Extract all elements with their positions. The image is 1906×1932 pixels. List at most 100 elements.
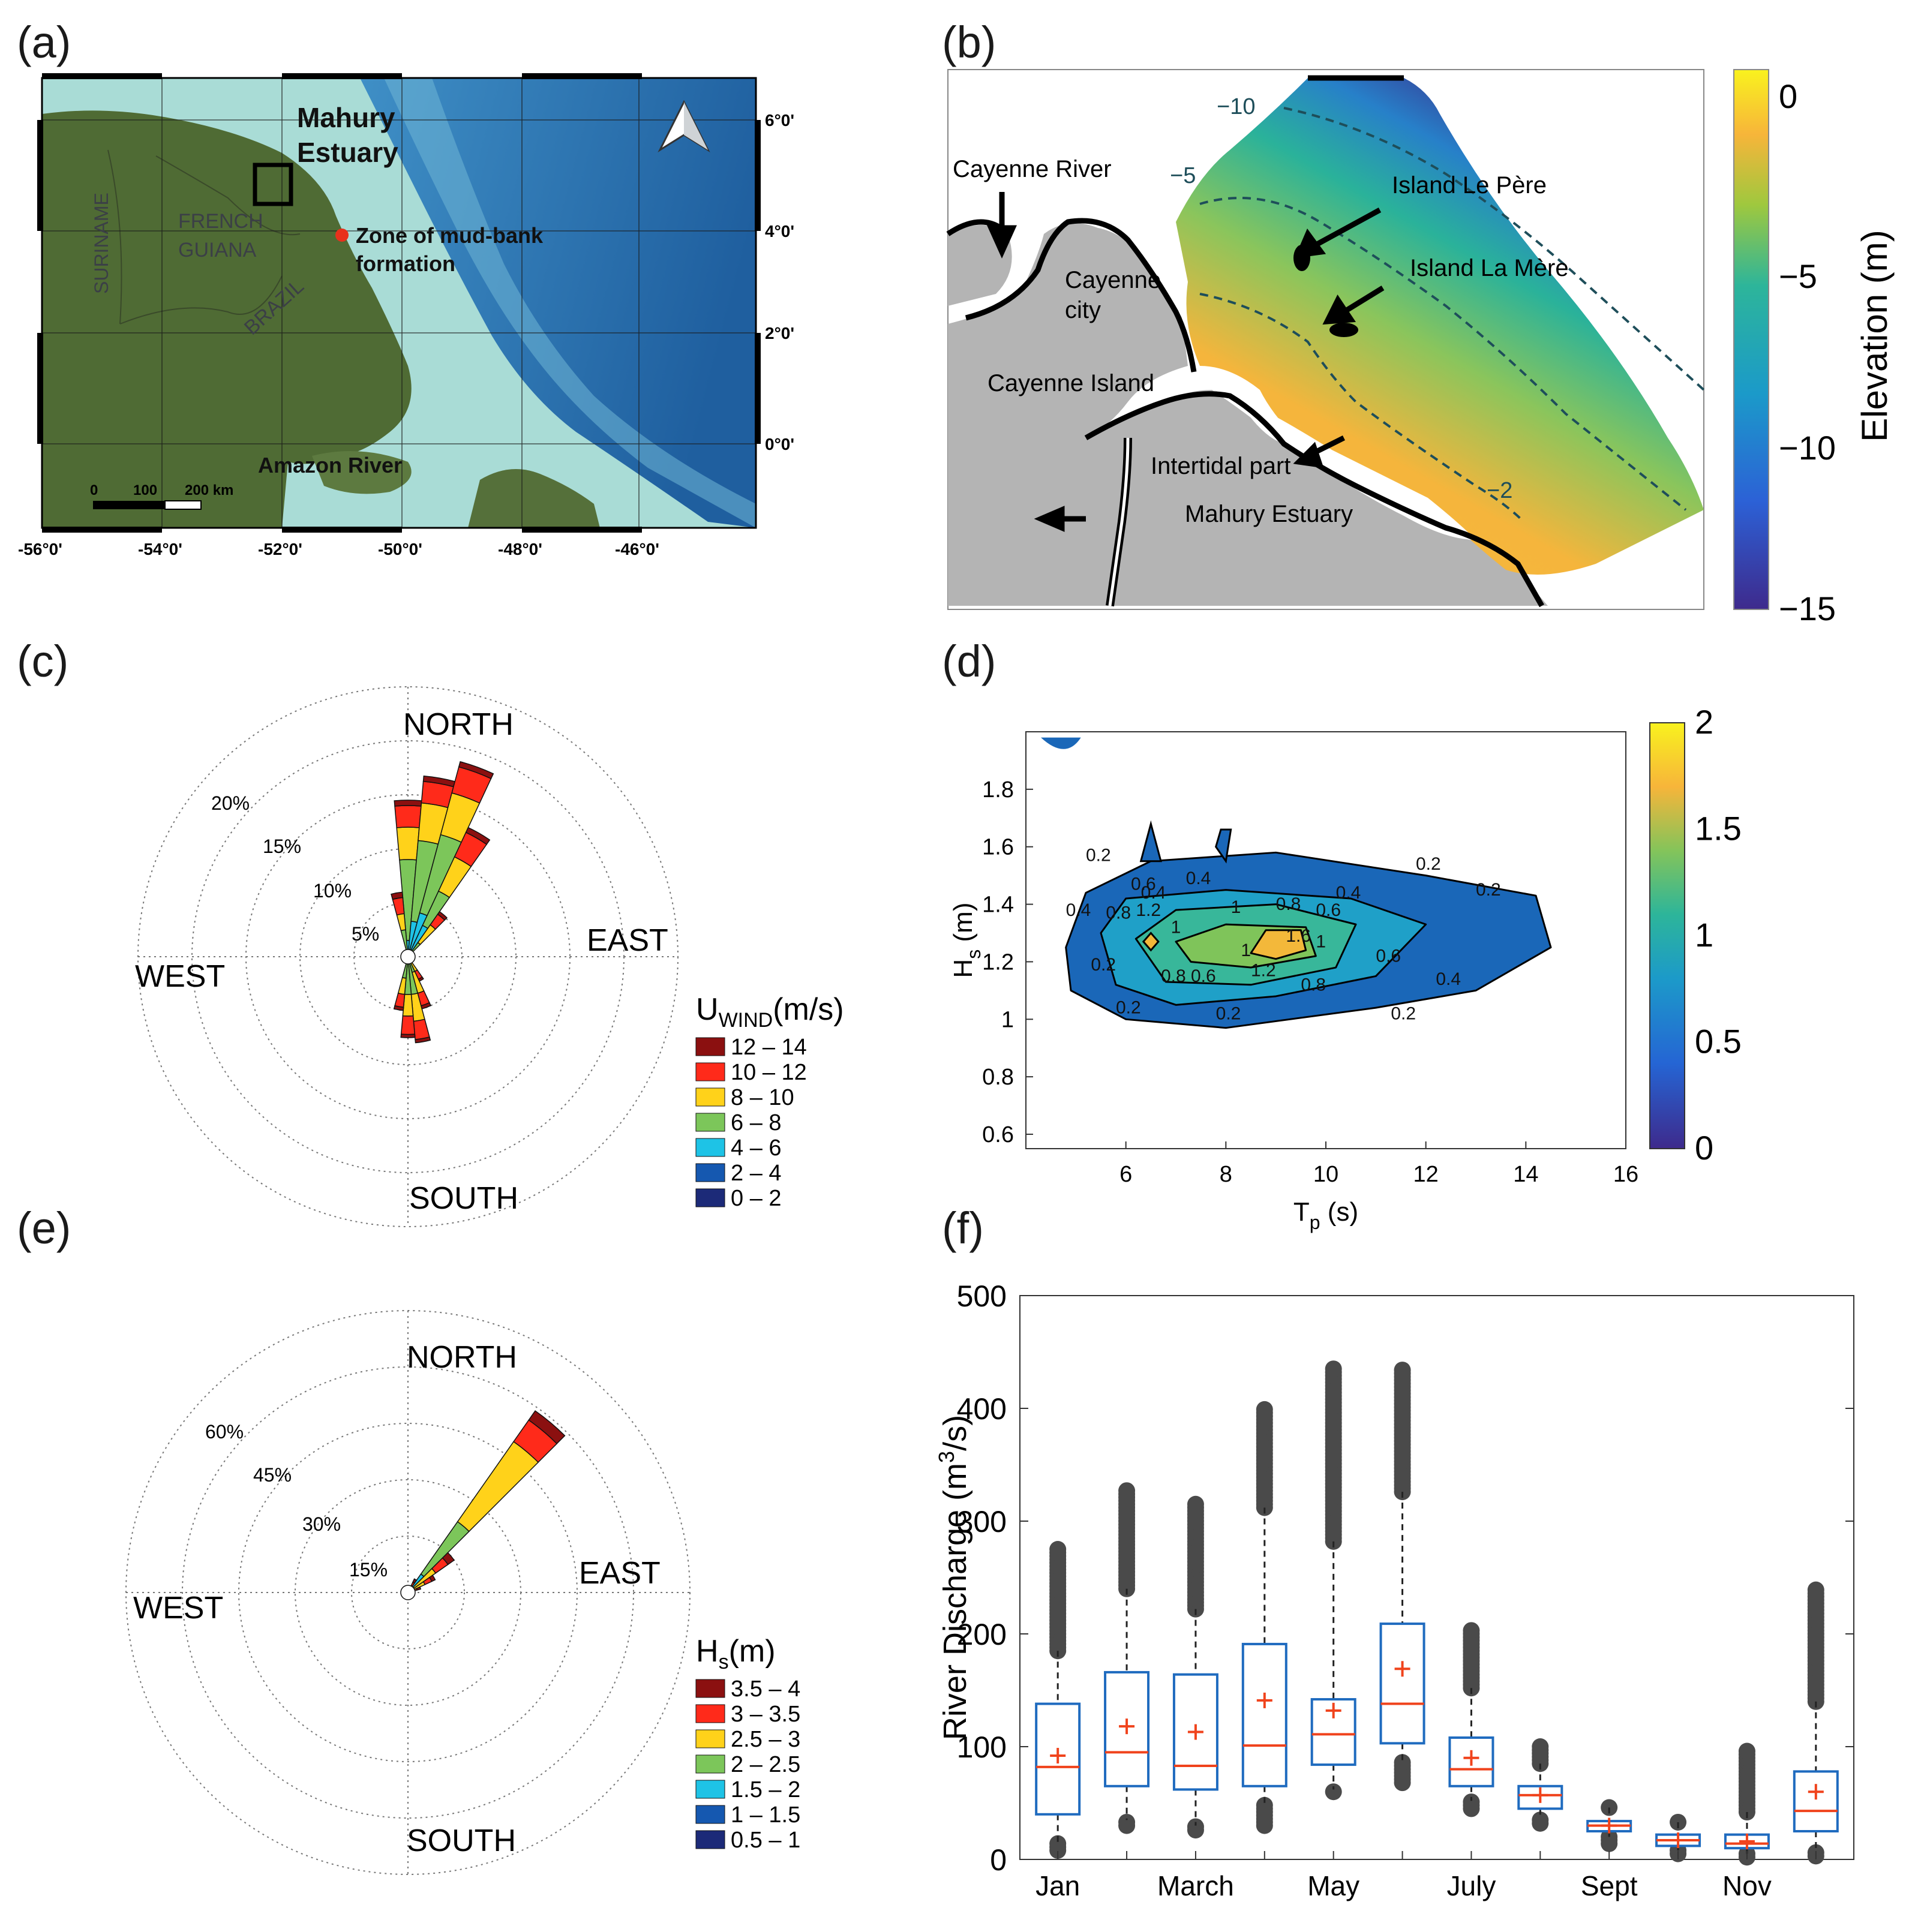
- x-tick-label: 6: [1119, 1162, 1132, 1187]
- box-month: Nov: [1722, 1742, 1772, 1901]
- rose-legend-swatch: [695, 1138, 725, 1157]
- scalebar-100: 100: [133, 482, 157, 498]
- rose-legend-swatch: [695, 1163, 725, 1182]
- outlier-point: [1532, 1738, 1549, 1755]
- border-guiana-brazil: [119, 275, 283, 324]
- lon-tick-labels: -56°0' -54°0' -52°0' -50°0' -48°0' -46°0…: [18, 540, 659, 558]
- panel-label-c: (c): [17, 636, 69, 686]
- y-tick-label: 1.2: [982, 950, 1014, 975]
- box-month: Jan: [1035, 1541, 1081, 1901]
- outlier-point: [1463, 1793, 1480, 1811]
- contour-colorbar-tick: 1: [1695, 916, 1713, 954]
- contour-value-label: 0.2: [1416, 854, 1441, 874]
- label-zone-line1: Zone of mud-bank: [356, 223, 544, 248]
- contour-value-label: 0.8: [1301, 975, 1326, 994]
- rose-legend-swatch: [695, 1679, 725, 1698]
- iqr-box: [1379, 1622, 1425, 1745]
- y-tick-label: 200: [957, 1618, 1007, 1651]
- box-outliers: [1394, 1362, 1411, 1792]
- contour-peak-blob: [1142, 932, 1160, 952]
- rose-bin-wedge: [416, 1586, 422, 1591]
- cb-tick: −15: [1779, 590, 1836, 627]
- land-east: [468, 469, 600, 528]
- rose-label-south: SOUTH: [407, 1823, 516, 1858]
- outlier-point: [1118, 1813, 1136, 1831]
- contour-value-label: 0.2: [1476, 880, 1501, 900]
- rose-ring: [238, 1423, 578, 1762]
- lon-tick: -46°0': [615, 540, 659, 558]
- x-tick-label: 12: [1413, 1162, 1439, 1187]
- rose-legend-label: 1.5 – 2: [731, 1777, 800, 1802]
- contour-value-label: 0.8: [1161, 966, 1186, 986]
- rose-radial-tick: 20%: [211, 792, 250, 814]
- x-tick-label: 14: [1513, 1162, 1538, 1187]
- box-month: March: [1157, 1495, 1234, 1901]
- label-amazon: Amazon River: [258, 453, 402, 477]
- annotation-arrows: [987, 192, 1385, 532]
- rose-bin-wedge: [394, 805, 422, 828]
- rose-sector: [407, 761, 494, 957]
- outlier-point: [1532, 1811, 1549, 1829]
- label-zone-line2: formation: [356, 251, 455, 276]
- rose-legend-label: 3 – 3.5: [731, 1702, 800, 1727]
- iqr-box: [1241, 1642, 1287, 1787]
- box-outliers: [1807, 1581, 1824, 1865]
- wave-rose-chart: NORTH EAST SOUTH WEST 15% 30% 45% 60% Hs(m) 3.5 –…: [125, 1310, 800, 1875]
- rose-center: [400, 949, 416, 965]
- cb-tick: −5: [1779, 257, 1817, 295]
- box-outliers: [1256, 1401, 1273, 1834]
- rose-legend-title: UWIND(m/s): [696, 992, 844, 1032]
- x-tick-label: Nov: [1722, 1870, 1772, 1901]
- rose-bin-wedge: [420, 1521, 470, 1578]
- y-tick-label: 100: [957, 1730, 1007, 1764]
- x-tick-label: July: [1447, 1870, 1496, 1901]
- rose-sector: [407, 911, 448, 957]
- outlier-point: [1118, 1482, 1136, 1500]
- wave-contour-chart: 0.20.20.2 0.2 0.20.20.20.40.40.40.40.40.60…: [949, 703, 1742, 1233]
- rose-bin-wedge: [391, 891, 404, 900]
- bathymetry-field: [1176, 78, 1704, 575]
- y-axis-label: Hs (m): [949, 903, 984, 978]
- rose-sector: [393, 956, 409, 1011]
- rose-legend-swatch: [695, 1062, 725, 1081]
- rose-legend-swatch: [695, 1729, 725, 1748]
- x-tick-label: March: [1157, 1870, 1234, 1901]
- box-outliers: [1118, 1482, 1136, 1834]
- label-cayenne-river: Cayenne River: [953, 156, 1112, 182]
- outlier-point: [1738, 1742, 1755, 1760]
- rose-sector: [407, 1552, 455, 1593]
- rose-legend-label: 10 – 12: [731, 1060, 807, 1085]
- rose-legend-label: 2 – 4: [731, 1161, 782, 1186]
- depth-contours: [1199, 107, 1705, 523]
- y-tick-label: 1: [1001, 1007, 1014, 1032]
- rose-legend-swatch: [695, 1805, 725, 1824]
- rose-radial-tick: 10%: [313, 880, 352, 902]
- border-brazil: [155, 155, 301, 236]
- label-cayenne-city-1: Cayenne: [1065, 267, 1161, 293]
- cb-tick: −10: [1779, 429, 1836, 467]
- rose-radial-tick: 5%: [352, 923, 379, 945]
- lat-tick: 0°0': [765, 435, 794, 453]
- x-axis-label: Tp (s): [1293, 1197, 1358, 1233]
- contour-value-label: 0.2: [1391, 1003, 1416, 1023]
- box-outliers: [1187, 1495, 1204, 1839]
- contour-value-label: 1.2: [1136, 900, 1161, 920]
- wind-rose-chart: NORTH EAST SOUTH WEST 5%10% 15% 20% UWIND(m/s) 1…: [135, 686, 844, 1227]
- y-tick-label: 300: [957, 1505, 1007, 1539]
- y-tick-label: 400: [957, 1392, 1007, 1426]
- label-mahury-line2: Estuary: [297, 137, 398, 168]
- rose-legend-label: 6 – 8: [731, 1110, 782, 1135]
- rose-legend-swatch: [695, 1188, 725, 1207]
- label-french-guiana-2: GUIANA: [178, 239, 257, 262]
- map-a-frame-group: [37, 73, 761, 533]
- rose-bin-wedge: [393, 1005, 404, 1011]
- lat-tick: 4°0': [765, 222, 794, 241]
- outlier-point: [1256, 1401, 1273, 1418]
- box-month: [1655, 1813, 1701, 1862]
- rose-bin-wedge: [465, 827, 491, 845]
- label-suriname: SURINAME: [91, 193, 112, 294]
- box-month: [1379, 1362, 1425, 1859]
- outlier-point: [1187, 1495, 1204, 1513]
- rose-legend-label: 0.5 – 1: [731, 1828, 800, 1853]
- outlier-point: [1049, 1835, 1067, 1852]
